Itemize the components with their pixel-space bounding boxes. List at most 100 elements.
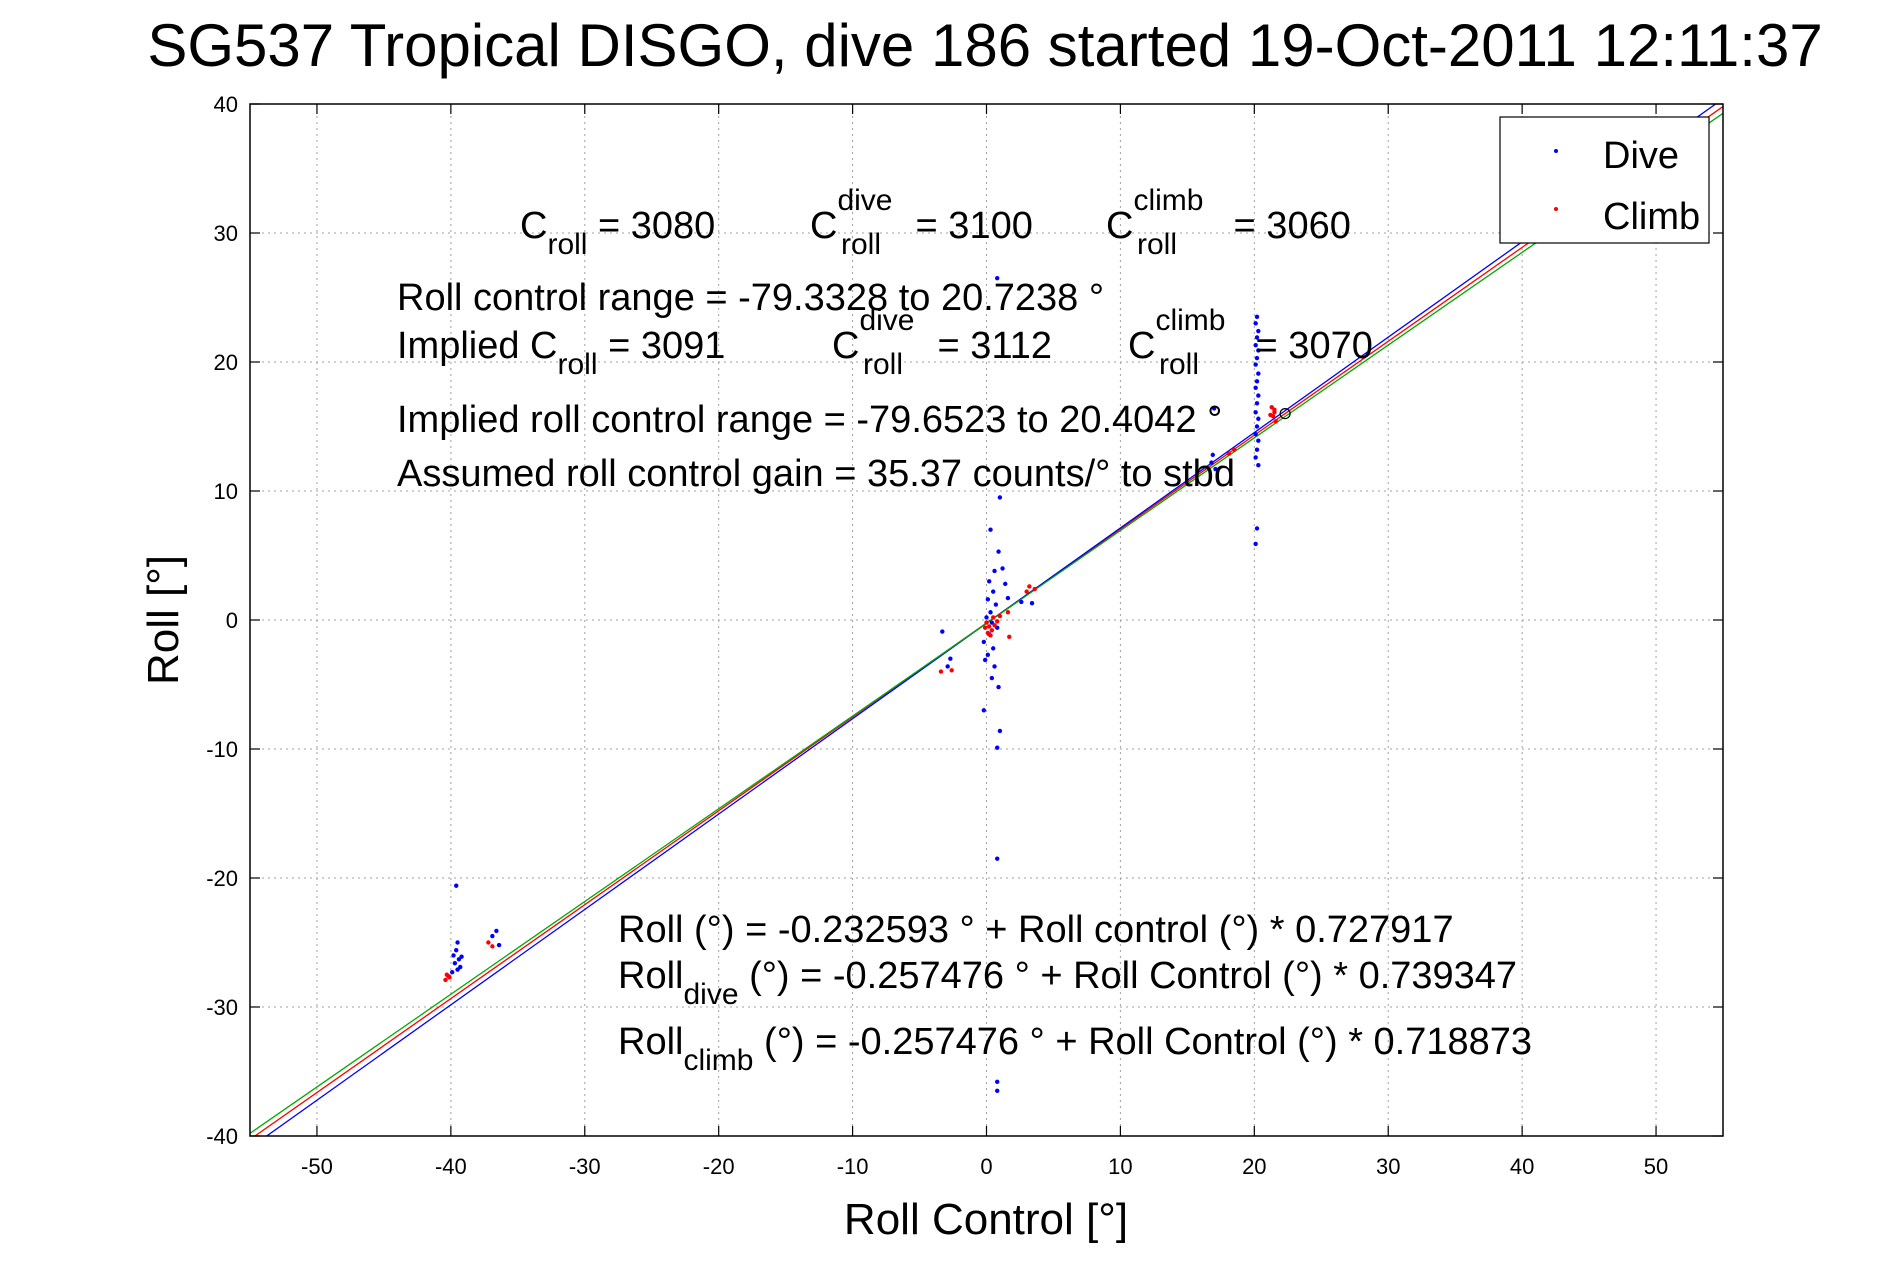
dive-point — [452, 960, 458, 966]
dive-point — [995, 745, 1000, 750]
marked-point — [1279, 408, 1291, 420]
x-tick-label: -30 — [569, 1154, 601, 1179]
dive-point — [1254, 401, 1260, 406]
climb-point — [1273, 419, 1278, 424]
dive-point — [1254, 355, 1260, 361]
dive-point — [990, 589, 996, 594]
dive-point — [1005, 595, 1011, 601]
legend-climb-label: Climb — [1603, 196, 1700, 238]
dive-point — [1253, 385, 1258, 390]
roll-range-annotation: Roll control range = -79.3328 to 20.7238… — [397, 277, 1104, 319]
climb-point — [938, 669, 944, 674]
dive-point — [455, 967, 460, 972]
x-tick-label: -50 — [301, 1154, 333, 1179]
climb-point — [1272, 407, 1277, 412]
climb-point — [984, 620, 989, 625]
legend-dive-label: Dive — [1603, 135, 1679, 177]
dive-point — [1254, 526, 1260, 531]
dive-point — [940, 629, 945, 634]
dive-point — [981, 639, 987, 645]
dive-point — [1253, 455, 1258, 460]
fit-all-annotation: Roll (°) = -0.232593 ° + Roll control (°… — [618, 909, 1454, 951]
implied-c-roll-climb-annotation: Cclimb roll = 3070 — [1128, 304, 1373, 381]
dive-point — [993, 602, 999, 607]
dive-point — [1256, 463, 1261, 468]
dive-point — [989, 675, 995, 681]
climb-point — [997, 613, 1003, 619]
dive-point — [1256, 328, 1261, 334]
dive-point — [981, 708, 987, 713]
implied-range-annotation: Implied roll control range = -79.6523 to… — [397, 399, 1222, 441]
x-tick-label: 30 — [1376, 1154, 1400, 1179]
y-axis-label: Roll [°] — [139, 555, 188, 685]
climb-point — [988, 633, 993, 638]
dive-point — [986, 579, 992, 584]
dive-point — [1256, 371, 1261, 376]
climb-point — [1024, 589, 1029, 594]
y-tick-label: -30 — [206, 995, 238, 1020]
dive-point — [1253, 410, 1258, 415]
dive-point — [995, 275, 1000, 281]
dive-point — [1253, 432, 1258, 437]
dive-point — [985, 597, 991, 602]
dive-point — [454, 948, 459, 953]
grid-layer — [250, 104, 1723, 1136]
dive-point — [455, 940, 460, 945]
dive-point — [948, 656, 953, 661]
dive-point — [459, 954, 464, 959]
y-tick-label: 30 — [214, 221, 238, 246]
y-tick-label: 0 — [226, 608, 238, 633]
y-tick-label: 10 — [214, 479, 238, 504]
climb-point — [995, 619, 1000, 624]
dive-point — [992, 568, 997, 574]
c-roll-annotation: Croll = 3080 — [520, 205, 715, 261]
legend-climb-marker — [1554, 207, 1558, 211]
climb-point — [486, 940, 491, 945]
gain-annotation: Assumed roll control gain = 35.37 counts… — [397, 453, 1235, 495]
climb-point — [490, 944, 495, 949]
x-tick-label: 0 — [980, 1154, 992, 1179]
x-axis-label: Roll Control [°] — [844, 1195, 1128, 1244]
dive-point — [1209, 460, 1214, 465]
dive-point — [1213, 466, 1218, 472]
dive-point — [1000, 566, 1005, 571]
data-points — [443, 275, 1291, 1094]
dive-point — [1253, 362, 1258, 367]
dive-point — [1254, 314, 1260, 320]
climb-point — [989, 628, 995, 633]
x-tick-label: -20 — [703, 1154, 735, 1179]
legend-box — [1499, 116, 1710, 244]
y-tick-label: -20 — [206, 866, 238, 891]
climb-point — [949, 668, 954, 673]
dive-point — [1253, 321, 1258, 326]
climb-point — [1032, 586, 1037, 592]
climb-point — [1005, 610, 1011, 615]
y-tick-label: -10 — [206, 737, 238, 762]
climb-point — [990, 615, 996, 620]
dive-point — [1019, 599, 1024, 605]
dive-point — [1210, 452, 1216, 458]
dive-point — [494, 928, 499, 934]
dive-point — [1253, 343, 1258, 348]
dive-point — [995, 1079, 1000, 1085]
climb-point — [1007, 634, 1012, 639]
dive-point — [1029, 601, 1035, 606]
dive-point — [451, 953, 456, 958]
annotations: Croll = 3080 Cdive roll = 3100 Cclimb roll… — [397, 184, 1532, 1077]
y-tick-label: 20 — [214, 350, 238, 375]
dive-point — [945, 664, 950, 669]
chart-title: SG537 Tropical DISGO, dive 186 started 1… — [147, 12, 1822, 79]
dive-point — [996, 684, 1001, 690]
dive-point — [992, 664, 997, 669]
dive-point — [988, 527, 993, 532]
x-tick-label: 50 — [1644, 1154, 1668, 1179]
c-roll-dive-annotation: Cdive roll = 3100 — [810, 184, 1033, 261]
dive-point — [984, 615, 989, 620]
dive-point — [454, 883, 459, 888]
x-tick-label: -10 — [837, 1154, 869, 1179]
dive-point — [995, 1088, 1000, 1094]
climb-point — [986, 624, 992, 629]
dive-point — [1256, 348, 1261, 353]
dive-point — [996, 549, 1001, 554]
dive-point — [1003, 581, 1008, 587]
